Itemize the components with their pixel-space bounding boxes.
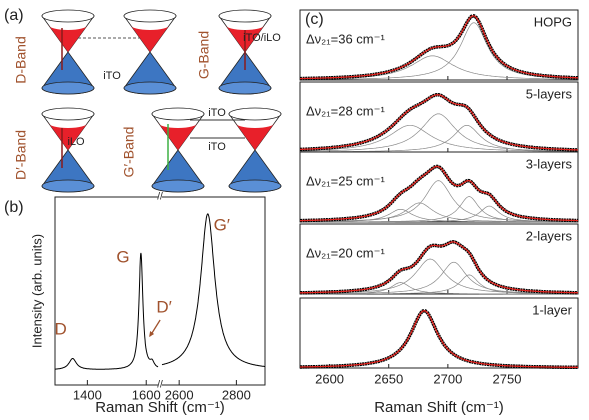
subplot-frame [299,9,579,81]
panel-label: (b) [4,199,24,216]
upper-cone-rim [41,9,95,23]
axis-break-gap [158,381,162,389]
band-label: D-Band [13,36,29,83]
subplot-frame [299,297,579,369]
sample-label: HOPG [534,14,572,29]
x-tick-label: 2700 [433,371,462,386]
fit [300,15,578,80]
component [300,124,578,152]
axis-break: // [157,380,163,391]
panel-label: (c) [305,11,324,28]
fit [300,165,579,222]
x-axis-label: Raman Shift (cm⁻¹) [95,399,225,416]
peak-arrowhead [149,331,155,337]
upper-cone-rim [218,9,272,23]
axis-break-gap [158,193,162,201]
peak-label: D′ [156,297,171,316]
x-tick-label: 2650 [374,371,403,386]
component [300,274,578,295]
phonon-label: iLO [67,136,85,148]
splitting-label: Δν₂₁=20 cm⁻¹ [306,245,385,260]
lower-cone-rim [151,179,205,193]
band-label: D′-Band [13,130,29,180]
lower-cone-rim [123,81,177,95]
electrons [130,25,170,52]
x-tick-label: 1600 [132,387,161,402]
data-points [300,308,578,370]
lower-cone-rim [41,81,95,95]
spectrum [55,252,159,370]
phonon-label: iTO [103,70,121,82]
sample-label: 5-layers [526,86,573,101]
plot-frame [54,196,266,386]
sample-label: 3-layers [526,156,573,171]
fit [300,94,578,151]
component [299,258,578,294]
subplot-frame [299,223,579,295]
band-label: G-Band [196,31,212,79]
upper-cone-rim [123,9,177,23]
y-axis-label: Intensity (arb. units) [29,234,44,348]
phonon-label: iTO/iLO [243,32,281,44]
panel-label: (a) [4,7,24,24]
splitting-label: Δν₂₁=28 cm⁻¹ [306,103,385,118]
upper-cone-rim [228,107,282,121]
subplot-frame [299,151,579,223]
sample-label: 1-layer [532,302,572,317]
x-axis-label: Raman Shift (cm⁻¹) [374,399,504,416]
peak-label: G′ [214,215,230,234]
upper-cone-rim [151,107,205,121]
peak-label: D [55,319,67,338]
x-tick-label: 2750 [493,371,522,386]
x-tick-label: 2600 [165,387,194,402]
lower-cone-rim [218,81,272,95]
electrons [48,25,88,52]
axis-break: // [157,192,163,203]
peak-label: G [116,247,129,266]
x-tick-label: 2600 [315,371,344,386]
fit [300,310,578,368]
component [300,261,578,295]
lower-cone-rim [228,179,282,193]
electrons [48,123,88,150]
x-tick-label: 1400 [73,387,102,402]
splitting-label: Δν₂₁=25 cm⁻¹ [306,173,385,188]
electrons [235,123,275,150]
lower-cone-rim [41,179,95,193]
splitting-label: Δν₂₁=36 cm⁻¹ [306,31,385,46]
phonon-label: iTO [208,141,226,153]
component [300,55,579,80]
fit [300,241,578,294]
spectrum [161,213,265,367]
phonon-label: iTO [208,107,226,119]
x-tick-label: 2800 [222,387,251,402]
component [300,202,578,223]
upper-cone-rim [41,107,95,121]
component [300,205,578,223]
band-label: G′-Band [121,127,137,178]
sample-label: 2-layers [526,228,573,243]
